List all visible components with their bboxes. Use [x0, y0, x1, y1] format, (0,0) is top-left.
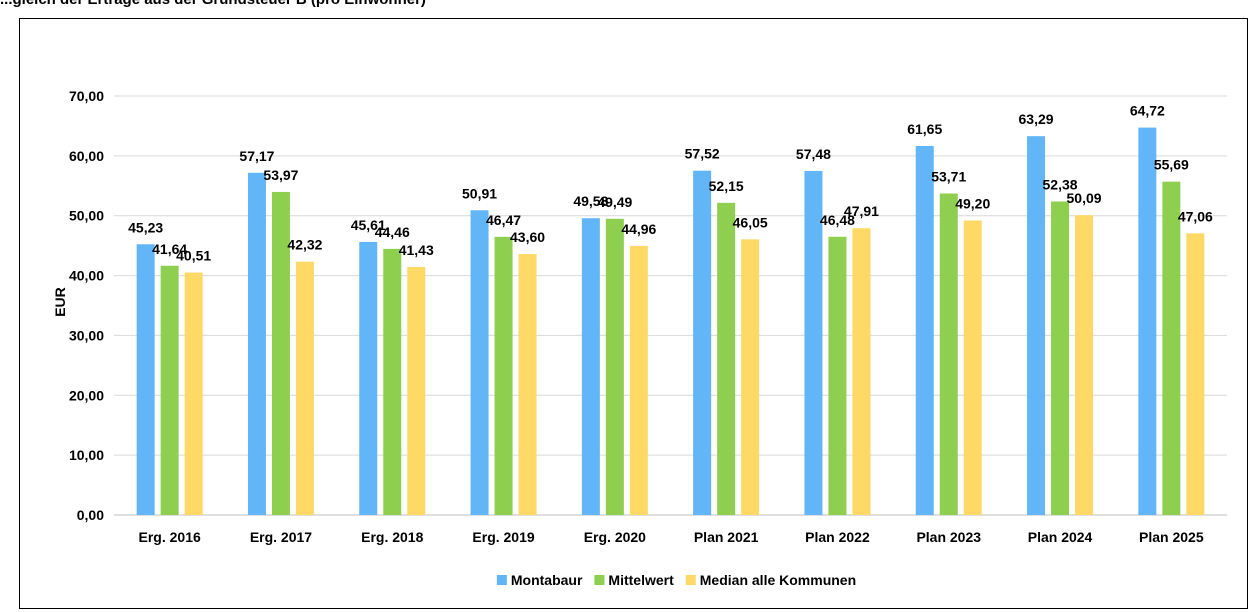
data-label: 47,06 — [1178, 208, 1213, 224]
x-tick-label: Erg. 2019 — [472, 529, 534, 545]
bar-mittelwert — [494, 236, 513, 515]
bar-median-alle-kommunen — [1186, 233, 1205, 515]
legend-label: Median alle Kommunen — [700, 572, 856, 588]
bars — [136, 127, 1205, 516]
bar-mittelwert — [383, 248, 402, 516]
bar-median-alle-kommunen — [518, 254, 537, 515]
data-label: 57,17 — [239, 148, 274, 164]
data-label: 61,65 — [907, 121, 942, 137]
data-label: 63,29 — [1019, 111, 1054, 127]
bar-mittelwert — [1051, 201, 1070, 515]
bar-median-alle-kommunen — [407, 267, 426, 515]
x-tick-label: Plan 2022 — [805, 529, 870, 545]
bar-montabaur — [1138, 127, 1157, 516]
data-label: 50,09 — [1067, 190, 1102, 206]
y-tick-label: 40,00 — [69, 268, 104, 284]
legend-item: Mittelwert — [594, 572, 674, 588]
x-tick-label: Plan 2024 — [1028, 529, 1093, 545]
data-label: 44,46 — [375, 224, 410, 240]
x-tick-label: Erg. 2018 — [361, 529, 423, 545]
bar-montabaur — [581, 218, 600, 516]
bar-median-alle-kommunen — [852, 228, 871, 515]
y-tick-label: 30,00 — [69, 327, 104, 343]
data-label: 57,48 — [796, 146, 831, 162]
data-label: 49,20 — [955, 196, 990, 212]
data-label: 46,47 — [486, 212, 521, 228]
bar-montabaur — [915, 145, 934, 515]
bar-mittelwert — [939, 193, 958, 516]
data-labels: 45,23 57,17 45,61 50,91 49,58 57,52 57,48 61,65… — [128, 103, 1213, 264]
data-label: 57,52 — [685, 146, 720, 162]
data-label: 49,49 — [597, 194, 632, 210]
data-label: 44,96 — [621, 221, 656, 237]
legend-item: Median alle Kommunen — [685, 572, 856, 588]
y-tick-label: 60,00 — [69, 148, 104, 164]
bar-mittelwert — [160, 265, 179, 515]
bar-median-alle-kommunen — [1075, 215, 1094, 515]
x-tick-label: Erg. 2016 — [139, 529, 201, 545]
data-label: 52,38 — [1043, 176, 1078, 192]
bar-montabaur — [693, 170, 712, 515]
data-label: 41,64 — [152, 241, 187, 257]
bar-mittelwert — [828, 236, 847, 515]
data-label: 45,23 — [128, 219, 163, 235]
bar-median-alle-kommunen — [963, 220, 982, 515]
bar-median-alle-kommunen — [629, 245, 648, 516]
data-label: 43,60 — [510, 229, 545, 245]
x-tick-label: Plan 2021 — [694, 529, 759, 545]
data-label: 64,72 — [1130, 103, 1165, 119]
data-label: 40,51 — [176, 248, 211, 264]
bar-montabaur — [1027, 136, 1046, 515]
y-tick-label: 20,00 — [69, 387, 104, 403]
data-label: 55,69 — [1154, 157, 1189, 173]
figure-caption: ...gleich der Erträge aus der Grundsteue… — [0, 0, 426, 8]
legend-swatch — [594, 575, 605, 585]
bar-mittelwert — [605, 218, 624, 515]
chart-frame: 45,23 57,17 45,61 50,91 49,58 57,52 57,48 61,65… — [19, 18, 1248, 609]
data-label: 53,71 — [931, 169, 966, 185]
legend-swatch — [496, 575, 507, 585]
y-tick-label: 10,00 — [69, 447, 104, 463]
data-label: 45,61 — [351, 217, 386, 233]
data-label: 41,43 — [399, 242, 434, 258]
bar-montabaur — [136, 244, 155, 515]
data-label: 47,91 — [844, 203, 879, 219]
bar-mittelwert — [717, 202, 736, 515]
bar-median-alle-kommunen — [184, 272, 203, 515]
bar-montabaur — [359, 241, 378, 515]
bar-montabaur — [247, 172, 266, 516]
bar-chart: 45,23 57,17 45,61 50,91 49,58 57,52 57,48 61,65… — [52, 88, 1227, 588]
bar-montabaur — [470, 210, 489, 516]
legend: Montabaur Mittelwert Median alle Kommunen — [496, 572, 856, 588]
x-tick-label: Plan 2023 — [916, 529, 981, 545]
y-tick-label: 50,00 — [69, 208, 104, 224]
data-label: 42,32 — [287, 237, 322, 253]
data-label: 53,97 — [263, 167, 298, 183]
axes: 0,00 10,00 20,00 30,00 40,00 50,00 60,00 70,00 E… — [69, 88, 1204, 545]
y-axis-title: EUR — [52, 287, 68, 317]
legend-item: Montabaur — [496, 572, 583, 588]
bar-mittelwert — [271, 191, 290, 516]
legend-label: Mittelwert — [608, 572, 674, 588]
x-tick-label: Plan 2025 — [1139, 529, 1204, 545]
data-label: 46,48 — [820, 212, 855, 228]
y-tick-label: 70,00 — [69, 88, 104, 104]
legend-swatch — [685, 575, 696, 585]
x-tick-label: Erg. 2017 — [250, 529, 312, 545]
bar-montabaur — [804, 170, 823, 515]
bar-median-alle-kommunen — [741, 239, 760, 516]
legend-label: Montabaur — [511, 572, 583, 588]
data-label: 52,15 — [709, 178, 744, 194]
y-tick-label: 0,00 — [77, 507, 104, 523]
bar-median-alle-kommunen — [295, 261, 314, 515]
data-label: 46,05 — [733, 214, 768, 230]
data-label: 49,58 — [573, 193, 608, 209]
bar-mittelwert — [1162, 181, 1181, 515]
data-label: 50,91 — [462, 185, 497, 201]
x-tick-label: Erg. 2020 — [584, 529, 646, 545]
